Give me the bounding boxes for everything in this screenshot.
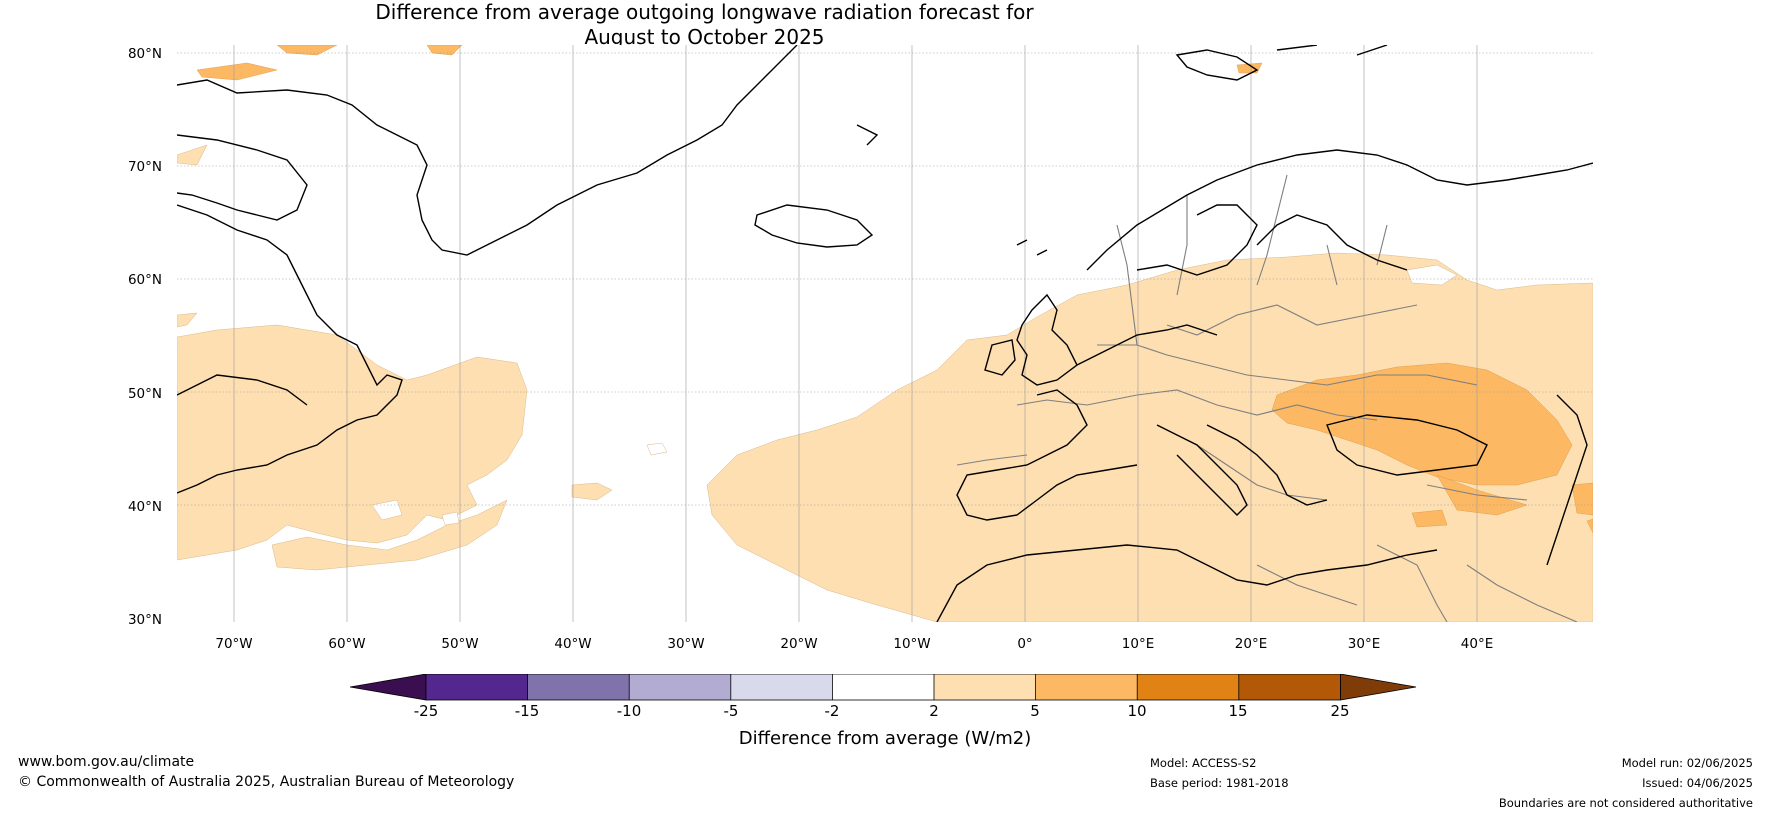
lon-label-40e: 40°E — [1460, 636, 1494, 652]
lon-label-20e: 20°E — [1234, 636, 1268, 652]
graticule — [177, 45, 1593, 622]
colorbar-tick: 2 — [929, 702, 939, 720]
colorbar-tick: -25 — [413, 702, 439, 720]
website-text: www.bom.gov.au/climate — [18, 754, 195, 770]
colorbar-segment-9 — [1238, 674, 1341, 700]
lon-label-20w: 20°W — [780, 636, 818, 652]
map-panel — [177, 45, 1593, 622]
lat-label-40n: 40°N — [127, 499, 162, 515]
base-period-text: Base period: 1981-2018 — [1150, 776, 1289, 790]
colorbar-tick: 5 — [1030, 702, 1040, 720]
lon-label-10w: 10°W — [893, 636, 931, 652]
colorbar-outline — [425, 674, 1341, 701]
colorbar-arrow-low — [350, 674, 427, 701]
colorbar-dividers — [527, 674, 1240, 700]
lon-label-70w: 70°W — [215, 636, 253, 652]
lat-label-70n: 70°N — [127, 159, 162, 175]
model-run-text: Model run: 02/06/2025 — [1621, 756, 1753, 770]
colorbar-segment-5 — [832, 674, 934, 700]
coastlines — [177, 45, 1593, 622]
colorbar-segment-4 — [730, 674, 833, 700]
colorbar — [350, 674, 1417, 701]
colorbar-segment-1 — [426, 674, 528, 700]
issued-text: Issued: 04/06/2025 — [1642, 776, 1753, 790]
disclaimer-text: Boundaries are not considered authoritat… — [1498, 796, 1753, 810]
map-canvas — [177, 45, 1593, 622]
lon-label-60w: 60°W — [328, 636, 366, 652]
anomaly-holes — [371, 264, 1458, 526]
lat-label-30n: 30°N — [127, 612, 162, 628]
lon-label-30w: 30°W — [667, 636, 705, 652]
lon-label-0: 0° — [1017, 636, 1033, 652]
colorbar-segment-6 — [934, 674, 1036, 700]
lon-label-40w: 40°W — [554, 636, 592, 652]
colorbar-tick: -15 — [514, 702, 540, 720]
colorbar-tick: 25 — [1330, 702, 1350, 720]
lat-label-60n: 60°N — [127, 272, 162, 288]
lon-label-10e: 10°E — [1121, 636, 1155, 652]
title-line-1: Difference from average outgoing longwav… — [375, 0, 1034, 24]
colorbar-segment-8 — [1137, 674, 1239, 700]
colorbar-segment-2 — [527, 674, 630, 700]
colorbar-tick: 15 — [1228, 702, 1248, 720]
colorbar-segment-3 — [629, 674, 731, 700]
anomaly-light-orange — [177, 144, 1593, 622]
colorbar-tick: 10 — [1127, 702, 1147, 720]
lat-label-50n: 50°N — [127, 386, 162, 402]
colorbar-label: Difference from average (W/m2) — [738, 728, 1032, 749]
colorbar-tick: -5 — [723, 702, 739, 720]
chart-title: Difference from average outgoing longwav… — [0, 0, 1409, 50]
colorbar-arrow-high — [1340, 674, 1417, 701]
lat-label-80n: 80°N — [127, 46, 162, 62]
lon-label-30e: 30°E — [1347, 636, 1381, 652]
colorbar-tick: -2 — [824, 702, 840, 720]
colorbar-tick: -10 — [616, 702, 642, 720]
model-text: Model: ACCESS-S2 — [1150, 756, 1257, 770]
country-borders — [956, 174, 1578, 622]
copyright-text: © Commonwealth of Australia 2025, Austra… — [18, 774, 515, 790]
lon-label-50w: 50°W — [441, 636, 479, 652]
colorbar-segment-7 — [1035, 674, 1138, 700]
